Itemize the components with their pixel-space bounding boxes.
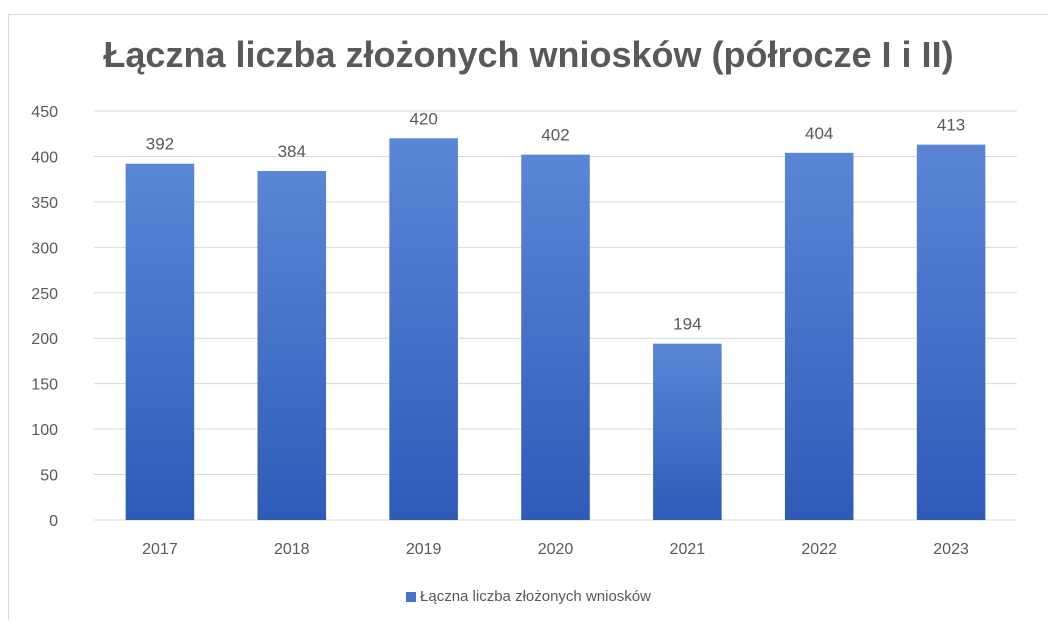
data-label-2021: 194: [673, 315, 701, 334]
y-tick-label: 50: [40, 468, 58, 485]
bar-2022: [784, 152, 854, 520]
y-tick-label: 200: [31, 331, 58, 348]
data-label-2023: 413: [937, 116, 965, 135]
y-tick-label: 0: [49, 513, 58, 530]
y-tick-label: 150: [31, 377, 58, 394]
data-label-2020: 402: [541, 126, 569, 145]
data-label-2017: 392: [146, 135, 174, 154]
x-tick-label-2018: 2018: [274, 541, 310, 558]
y-tick-label: 100: [31, 422, 58, 439]
chart-title: Łączna liczba złożonych wniosków (półroc…: [103, 34, 954, 75]
y-axis-ticks: 0 50 100 150 200 250 300 350 400 450: [31, 104, 58, 530]
bars: [125, 138, 986, 521]
bar-2020: [521, 154, 590, 521]
y-tick-label: 300: [31, 240, 58, 257]
legend: Łączna liczba złożonych wniosków: [0, 588, 1057, 605]
legend-swatch: [406, 591, 417, 602]
bar-2021: [653, 343, 722, 520]
data-labels: 392 384 420 402 194 404 413: [146, 109, 966, 333]
legend-label: Łączna liczba złożonych wniosków: [420, 588, 651, 605]
bar-2018: [257, 170, 327, 520]
data-label-2018: 384: [278, 142, 306, 161]
x-tick-label-2020: 2020: [538, 541, 574, 558]
y-tick-label: 350: [31, 195, 58, 212]
chart-frame: [8, 14, 1048, 620]
x-tick-label-2017: 2017: [142, 541, 178, 558]
x-tick-label-2019: 2019: [406, 541, 442, 558]
x-tick-label-2023: 2023: [933, 541, 969, 558]
x-tick-label-2022: 2022: [801, 541, 837, 558]
data-label-2022: 404: [805, 124, 833, 143]
x-axis-ticks: 2017 2018 2019 2020 2021 2022 2023: [142, 541, 969, 558]
bar-2023: [916, 144, 986, 520]
x-tick-label-2021: 2021: [670, 541, 706, 558]
bar-2017: [125, 163, 195, 520]
y-tick-label: 450: [31, 104, 58, 121]
y-tick-label: 250: [31, 286, 58, 303]
y-tick-label: 400: [31, 149, 58, 166]
data-label-2019: 420: [409, 109, 437, 128]
bar-2019: [389, 138, 458, 520]
